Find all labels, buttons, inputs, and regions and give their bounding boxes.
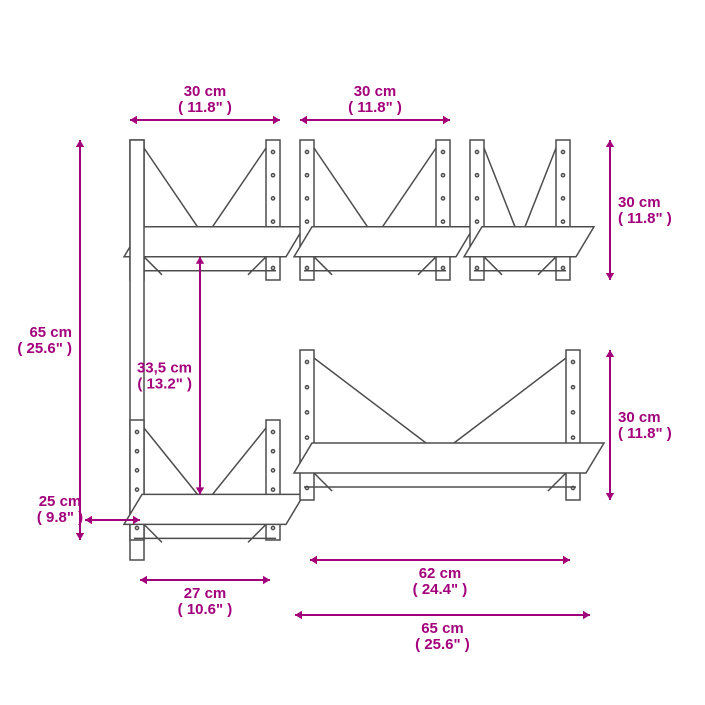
dim-inner-height-label: 33,5 cm( 13.2" ) [137,360,192,393]
product-drawing [124,140,604,560]
svg-text:( 24.4" ): ( 24.4" ) [413,581,468,598]
dim-inner-width-label: 27 cm( 10.6" ) [178,585,233,618]
svg-text:30 cm: 30 cm [354,83,397,100]
svg-text:( 13.2" ): ( 13.2" ) [137,376,192,393]
dim-total-width-label: 65 cm( 25.6" ) [415,620,470,653]
dim-top-left-width-label: 30 cm( 11.8" ) [178,83,232,116]
svg-text:65 cm: 65 cm [421,620,464,637]
svg-text:( 11.8" ): ( 11.8" ) [348,99,402,116]
dim-depth-label: ( 9.8" ) [37,509,83,526]
svg-text:33,5 cm: 33,5 cm [137,360,192,377]
top-shelf-3 [464,140,594,280]
dim-depth-label: 25 cm [39,493,82,510]
svg-text:( 25.6" ): ( 25.6" ) [17,340,72,357]
dim-right-top-height-label: 30 cm( 11.8" ) [618,194,672,227]
bottom-right-shelf [294,350,604,500]
svg-text:( 11.8" ): ( 11.8" ) [178,99,232,116]
svg-text:27 cm: 27 cm [184,585,227,602]
bottom-left-shelf [124,420,304,542]
svg-text:( 10.6" ): ( 10.6" ) [178,601,233,618]
top-shelf-2 [294,140,474,280]
top-shelf-1 [124,140,304,280]
dim-top-mid-width-label: 30 cm( 11.8" ) [348,83,402,116]
svg-text:65 cm: 65 cm [29,324,72,341]
svg-text:30 cm: 30 cm [184,83,227,100]
svg-text:( 11.8" ): ( 11.8" ) [618,425,672,442]
svg-text:30 cm: 30 cm [618,194,661,211]
dim-left-height-label: 65 cm( 25.6" ) [17,324,72,357]
svg-text:( 11.8" ): ( 11.8" ) [618,210,672,227]
svg-text:30 cm: 30 cm [618,409,661,426]
dim-lower-shelf-width-label: 62 cm( 24.4" ) [413,565,468,598]
dim-right-bot-height-label: 30 cm( 11.8" ) [618,409,672,442]
svg-text:62 cm: 62 cm [419,565,462,582]
svg-text:( 25.6" ): ( 25.6" ) [415,636,470,653]
